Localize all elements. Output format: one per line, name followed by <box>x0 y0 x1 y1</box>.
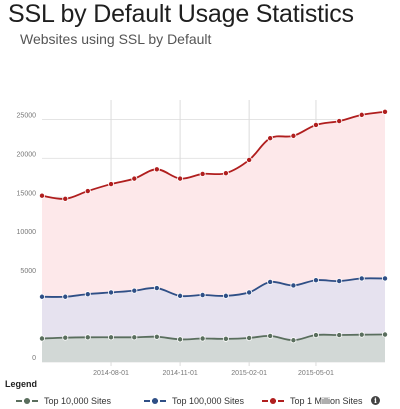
data-point-top-100-000-sites[interactable] <box>108 289 115 296</box>
data-point-top-10-000-sites[interactable] <box>177 336 184 343</box>
data-point-top-100-000-sites[interactable] <box>153 285 160 292</box>
legend-item-top-10000[interactable]: Top 10,000 Sites <box>16 396 111 406</box>
data-point-top-1-million-sites[interactable] <box>312 121 319 128</box>
x-tick-label: 2014-11-01 <box>162 370 197 377</box>
data-point-top-100-000-sites[interactable] <box>267 278 274 285</box>
legend-swatch-top-100000 <box>144 397 166 405</box>
data-point-top-1-million-sites[interactable] <box>267 135 274 142</box>
data-point-top-1-million-sites[interactable] <box>222 170 229 177</box>
data-point-top-100-000-sites[interactable] <box>290 282 297 289</box>
data-point-top-100-000-sites[interactable] <box>312 277 319 284</box>
series-line-top-10-000-sites <box>41 333 386 342</box>
data-point-top-10-000-sites[interactable] <box>267 332 274 339</box>
data-point-top-1-million-sites[interactable] <box>290 132 297 139</box>
data-point-top-1-million-sites[interactable] <box>381 108 388 115</box>
data-point-top-100-000-sites[interactable] <box>246 289 253 296</box>
legend-label-top-10000: Top 10,000 Sites <box>44 396 112 406</box>
x-tick-label: 2015-02-01 <box>231 370 267 377</box>
data-point-top-10-000-sites[interactable] <box>358 331 365 338</box>
data-point-top-100-000-sites[interactable] <box>222 292 229 299</box>
data-point-top-10-000-sites[interactable] <box>108 334 115 341</box>
data-point-top-100-000-sites[interactable] <box>62 293 69 300</box>
chart-title: SSL by Default Usage Statistics <box>8 0 354 28</box>
data-point-top-1-million-sites[interactable] <box>39 192 46 199</box>
y-tick-label: 10000 <box>17 229 37 236</box>
series-area-top-10-000-sites <box>42 334 385 362</box>
y-tick-label: 5000 <box>20 268 36 275</box>
data-point-top-100-000-sites[interactable] <box>131 287 138 294</box>
y-tick-label: 25000 <box>17 113 37 120</box>
data-point-top-10-000-sites[interactable] <box>336 332 343 339</box>
data-point-top-1-million-sites[interactable] <box>108 181 115 188</box>
data-point-top-10-000-sites[interactable] <box>39 335 46 342</box>
legend-title: Legend <box>5 379 38 389</box>
x-tick-label: 2014-08-01 <box>93 370 129 377</box>
y-tick-label: 20000 <box>17 151 37 158</box>
data-point-top-100-000-sites[interactable] <box>177 292 184 299</box>
x-tick-label: 2015-05-01 <box>298 370 334 377</box>
series-line-top-100-000-sites <box>41 277 386 298</box>
data-point-top-1-million-sites[interactable] <box>131 175 138 182</box>
data-point-top-100-000-sites[interactable] <box>84 291 91 298</box>
data-point-top-100-000-sites[interactable] <box>199 292 206 299</box>
data-point-top-1-million-sites[interactable] <box>246 156 253 163</box>
legend-item-top-1-million[interactable]: Top 1 Million Sites <box>262 396 363 406</box>
data-point-top-1-million-sites[interactable] <box>62 195 69 202</box>
data-point-top-1-million-sites[interactable] <box>177 175 184 182</box>
data-point-top-1-million-sites[interactable] <box>358 111 365 118</box>
data-point-top-10-000-sites[interactable] <box>222 335 229 342</box>
data-point-top-10-000-sites[interactable] <box>290 337 297 344</box>
legend-label-top-100000: Top 100,000 Sites <box>172 396 245 406</box>
data-point-top-1-million-sites[interactable] <box>153 166 160 173</box>
data-point-top-100-000-sites[interactable] <box>336 278 343 285</box>
series-line-top-1-million-sites <box>41 110 386 200</box>
legend-swatch-top-1-million <box>262 397 284 405</box>
data-point-top-100-000-sites[interactable] <box>358 275 365 282</box>
y-tick-label: 0 <box>32 355 36 362</box>
data-point-top-100-000-sites[interactable] <box>39 293 46 300</box>
data-point-top-1-million-sites[interactable] <box>199 170 206 177</box>
data-point-top-10-000-sites[interactable] <box>246 334 253 341</box>
data-point-top-10-000-sites[interactable] <box>131 334 138 341</box>
chart-subtitle: Websites using SSL by Default <box>20 31 212 47</box>
data-point-top-10-000-sites[interactable] <box>381 331 388 338</box>
legend-label-top-1-million: Top 1 Million Sites <box>290 396 363 406</box>
data-point-top-100-000-sites[interactable] <box>381 275 388 282</box>
info-icon[interactable]: i <box>371 396 380 405</box>
data-point-top-10-000-sites[interactable] <box>312 332 319 339</box>
data-point-top-10-000-sites[interactable] <box>84 334 91 341</box>
legend-swatch-top-10000 <box>16 397 38 405</box>
data-point-top-10-000-sites[interactable] <box>153 333 160 340</box>
data-point-top-10-000-sites[interactable] <box>199 335 206 342</box>
legend-item-top-100000[interactable]: Top 100,000 Sites <box>144 396 244 406</box>
data-point-top-1-million-sites[interactable] <box>336 118 343 125</box>
data-point-top-1-million-sites[interactable] <box>84 188 91 195</box>
y-tick-label: 15000 <box>17 190 37 197</box>
data-point-top-10-000-sites[interactable] <box>62 334 69 341</box>
